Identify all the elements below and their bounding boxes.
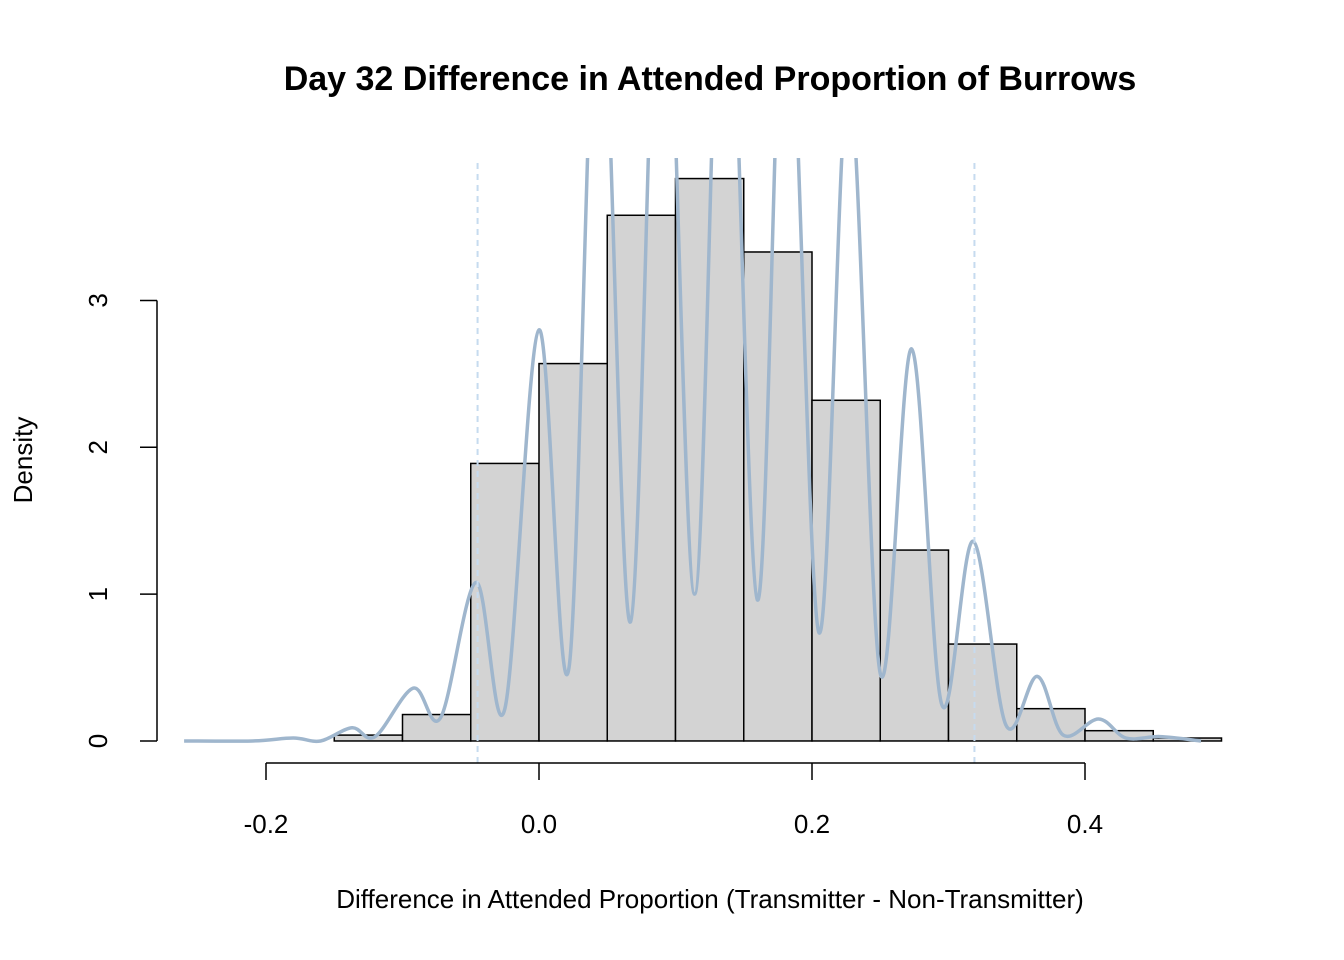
bar [606, 214, 677, 742]
bar [879, 549, 950, 742]
chart-title: Day 32 Difference in Attended Proportion… [284, 60, 1137, 98]
y-axis-label: Density [8, 417, 38, 504]
density-line [184, 158, 1202, 744]
y-tick-label: 2 [83, 440, 113, 454]
x-axis-label: Difference in Attended Proportion (Trans… [336, 884, 1084, 914]
y-tick-label: 0 [83, 734, 113, 748]
bar [1016, 707, 1086, 742]
x-tick-label: 0.4 [1067, 809, 1103, 839]
x-tick-label: -0.2 [244, 809, 289, 839]
x-tick-label: 0.2 [794, 809, 830, 839]
bar [401, 713, 472, 742]
y-tick-label: 1 [83, 587, 113, 601]
x-tick-label: 0.0 [521, 809, 557, 839]
y-tick-label: 3 [83, 293, 113, 307]
density-group [184, 158, 1202, 744]
bar [811, 399, 881, 742]
bar [743, 251, 813, 742]
